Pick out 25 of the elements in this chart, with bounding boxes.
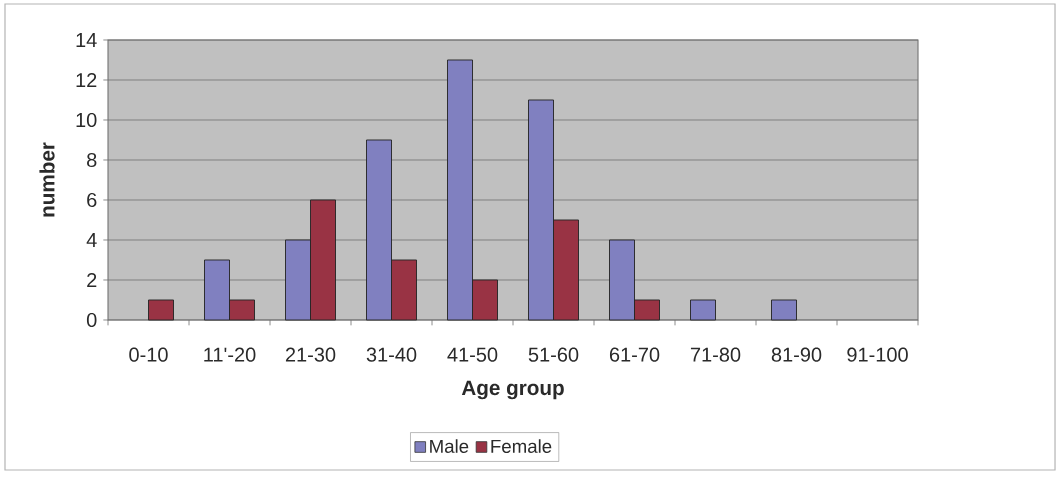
bar [148,299,174,321]
legend-label: Female [491,439,552,453]
legend-label: Male [430,439,469,453]
y-axis-title: number [39,142,55,217]
y-tick-label: 6 [87,192,97,208]
y-tick-label: 10 [76,112,97,128]
x-axis-title: Age group [461,380,564,400]
y-tick-label: 4 [86,233,97,247]
x-tick-label: 71-80 [690,347,741,362]
x-tick-label: 31-40 [366,347,417,362]
y-tick-label: 14 [76,33,97,47]
y-tick-label: 8 [87,152,97,168]
x-tick-label: 51-60 [528,347,579,362]
bar [690,299,716,321]
x-tick-label: 11'-20 [204,347,256,362]
x-tick-label: 21-30 [285,347,336,362]
bar [771,299,797,321]
x-tick-label: 41-50 [447,347,498,362]
x-tick-label: 61-70 [609,347,660,362]
x-tick-label: 91-100 [847,347,908,362]
x-tick-label: 81-90 [771,347,822,362]
y-tick-label: 12 [76,73,97,87]
y-tick-label: 2 [87,273,97,287]
x-tick-label: 0-10 [129,347,168,362]
y-tick-label: 0 [86,312,97,328]
